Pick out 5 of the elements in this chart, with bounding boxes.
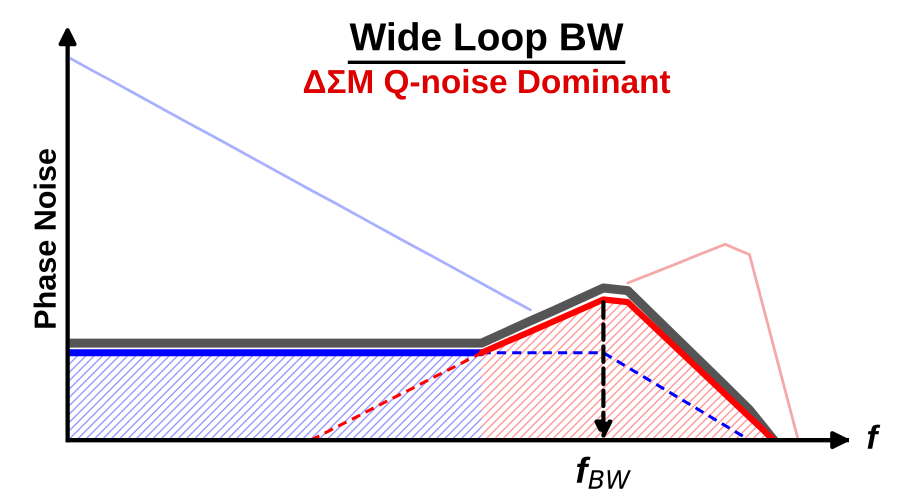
- y-axis-title: Phase Noise: [34, 149, 56, 328]
- annotation: f$_{BW}$: [576, 456, 631, 489]
- chart-subtitle: ΔΣM Q-noise Dominant: [304, 68, 670, 100]
- chart-title: Wide Loop BW: [350, 22, 624, 58]
- x-axis-title: f: [868, 424, 880, 449]
